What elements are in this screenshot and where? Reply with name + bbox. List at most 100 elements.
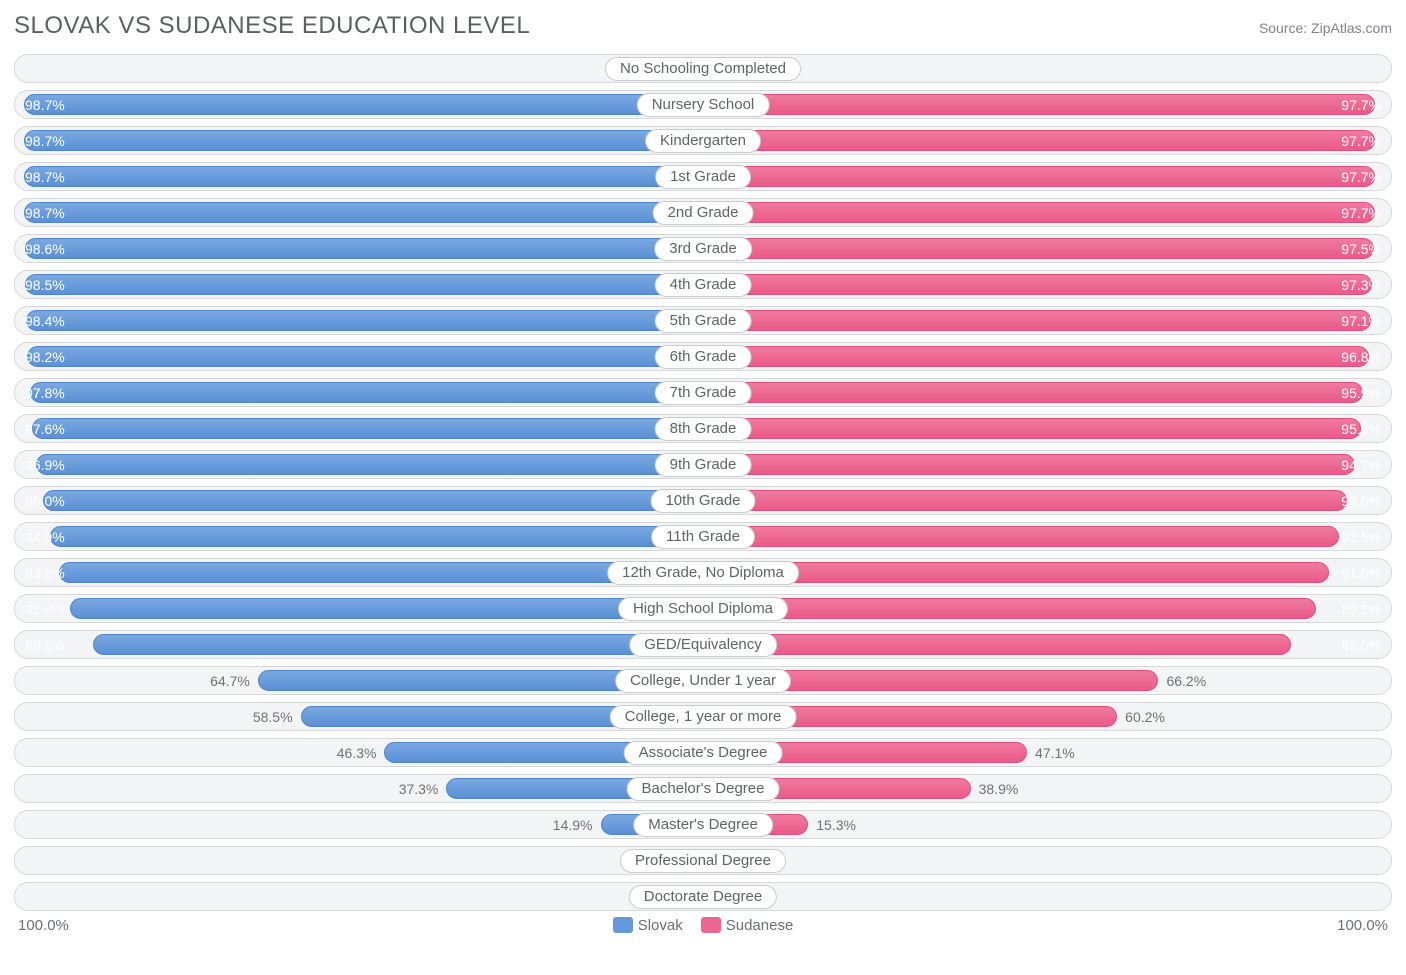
bar-slovak xyxy=(93,634,703,655)
chart-row: 97.6%95.6%8th Grade xyxy=(14,414,1392,443)
chart-row: 46.3% 47.1% Associate's Degree xyxy=(14,738,1392,767)
row-label: Doctorate Degree xyxy=(629,885,777,909)
pct-slovak: 88.6% xyxy=(25,637,65,653)
row-label: High School Diploma xyxy=(618,597,788,621)
row-label: GED/Equivalency xyxy=(629,633,777,657)
pct-sudanese: 85.5% xyxy=(1341,637,1381,653)
chart-row: 96.9%94.7%9th Grade xyxy=(14,450,1392,479)
pct-slovak: 58.5% xyxy=(253,709,293,725)
pct-slovak: 98.5% xyxy=(25,277,65,293)
row-label: 10th Grade xyxy=(650,489,755,513)
pct-sudanese: 94.7% xyxy=(1341,457,1381,473)
legend-label-sudanese: Sudanese xyxy=(726,917,794,934)
bar-sudanese xyxy=(703,526,1339,547)
bar-sudanese xyxy=(703,634,1291,655)
source-link[interactable]: ZipAtlas.com xyxy=(1311,20,1392,36)
pct-slovak: 98.7% xyxy=(25,97,65,113)
chart-row: 98.6%97.5%3rd Grade xyxy=(14,234,1392,263)
chart-row: 64.7%66.2%College, Under 1 year xyxy=(14,666,1392,695)
row-label: 5th Grade xyxy=(655,309,752,333)
pct-slovak: 92.0% xyxy=(25,601,65,617)
pct-sudanese: 91.0% xyxy=(1341,565,1381,581)
pct-sudanese: 47.1% xyxy=(1035,745,1075,761)
source-prefix: Source: xyxy=(1259,20,1311,36)
chart-row: 98.4% 97.1% 5th Grade xyxy=(14,306,1392,335)
row-label: College, Under 1 year xyxy=(615,669,791,693)
row-label: Professional Degree xyxy=(620,849,786,873)
pct-slovak: 37.3% xyxy=(399,781,439,797)
chart-row: 98.7%97.7%Nursery School xyxy=(14,90,1392,119)
bar-sudanese xyxy=(703,346,1369,367)
pct-sudanese: 97.7% xyxy=(1341,205,1381,221)
chart-row: 1.3%2.3%No Schooling Completed xyxy=(14,54,1392,83)
bar-sudanese xyxy=(703,166,1375,187)
chart-row: 1.8%2.1%Doctorate Degree xyxy=(14,882,1392,911)
bar-sudanese xyxy=(703,310,1371,331)
pct-slovak: 98.2% xyxy=(25,349,65,365)
bar-sudanese xyxy=(703,202,1375,223)
pct-sudanese: 97.5% xyxy=(1341,241,1381,257)
pct-slovak: 98.7% xyxy=(25,205,65,221)
chart-row: 37.3% 38.9% Bachelor's Degree xyxy=(14,774,1392,803)
chart-source: Source: ZipAtlas.com xyxy=(1259,20,1392,36)
pct-sudanese: 97.3% xyxy=(1341,277,1381,293)
pct-slovak: 93.6% xyxy=(25,565,65,581)
row-label: 3rd Grade xyxy=(654,237,752,261)
row-label: Associate's Degree xyxy=(624,741,783,765)
chart-row: 97.8%95.9%7th Grade xyxy=(14,378,1392,407)
chart-legend: Slovak Sudanese xyxy=(613,917,794,934)
chart-title: SLOVAK VS SUDANESE EDUCATION LEVEL xyxy=(14,12,530,40)
bar-slovak xyxy=(50,526,703,547)
pct-sudanese: 15.3% xyxy=(816,817,856,833)
pct-slovak: 46.3% xyxy=(337,745,377,761)
pct-sudanese: 95.6% xyxy=(1341,421,1381,437)
pct-sudanese: 60.2% xyxy=(1125,709,1165,725)
row-label: 4th Grade xyxy=(655,273,752,297)
pct-sudanese: 97.7% xyxy=(1341,169,1381,185)
pct-slovak: 98.7% xyxy=(25,133,65,149)
row-label: Kindergarten xyxy=(645,129,761,153)
pct-slovak: 98.4% xyxy=(25,313,65,329)
bar-sudanese xyxy=(703,418,1361,439)
pct-slovak: 14.9% xyxy=(553,817,593,833)
chart-row: 98.7% 97.7% 1st Grade xyxy=(14,162,1392,191)
bar-slovak xyxy=(24,202,703,223)
bar-slovak xyxy=(27,346,703,367)
chart-row: 96.0%93.6%10th Grade xyxy=(14,486,1392,515)
chart-row: 98.7% 97.7% 2nd Grade xyxy=(14,198,1392,227)
axis-max-left: 100.0% xyxy=(18,917,69,934)
bar-slovak xyxy=(24,130,703,151)
row-label: 7th Grade xyxy=(655,381,752,405)
bar-sudanese xyxy=(703,490,1347,511)
pct-sudanese: 93.6% xyxy=(1341,493,1381,509)
pct-sudanese: 38.9% xyxy=(979,781,1019,797)
legend-swatch-sudanese xyxy=(701,917,721,933)
row-label: 1st Grade xyxy=(655,165,751,189)
bar-slovak xyxy=(36,454,703,475)
pct-slovak: 98.7% xyxy=(25,169,65,185)
pct-slovak: 94.9% xyxy=(25,529,65,545)
chart-header: SLOVAK VS SUDANESE EDUCATION LEVEL Sourc… xyxy=(14,12,1392,40)
pct-slovak: 64.7% xyxy=(210,673,250,689)
chart-rows: 1.3%2.3%No Schooling Completed98.7%97.7%… xyxy=(14,54,1392,911)
chart-row: 94.9%92.5%11th Grade xyxy=(14,522,1392,551)
row-label: Bachelor's Degree xyxy=(627,777,780,801)
bar-sudanese xyxy=(703,130,1375,151)
chart-row: 93.6%91.0%12th Grade, No Diploma xyxy=(14,558,1392,587)
chart-row: 98.7%97.7%Kindergarten xyxy=(14,126,1392,155)
bar-sudanese xyxy=(703,94,1375,115)
pct-sudanese: 97.1% xyxy=(1341,313,1381,329)
bar-slovak xyxy=(43,490,703,511)
row-label: Master's Degree xyxy=(633,813,773,837)
chart-row: 98.5% 97.3% 4th Grade xyxy=(14,270,1392,299)
row-label: 11th Grade xyxy=(651,525,755,549)
pct-sudanese: 89.1% xyxy=(1341,601,1381,617)
bar-slovak xyxy=(26,310,703,331)
row-label: Nursery School xyxy=(637,93,770,117)
row-label: 8th Grade xyxy=(655,417,752,441)
bar-sudanese xyxy=(703,238,1374,259)
bar-slovak xyxy=(24,166,703,187)
chart-footer: 100.0% Slovak Sudanese 100.0% xyxy=(14,917,1392,934)
row-label: 2nd Grade xyxy=(653,201,754,225)
row-label: 9th Grade xyxy=(655,453,752,477)
